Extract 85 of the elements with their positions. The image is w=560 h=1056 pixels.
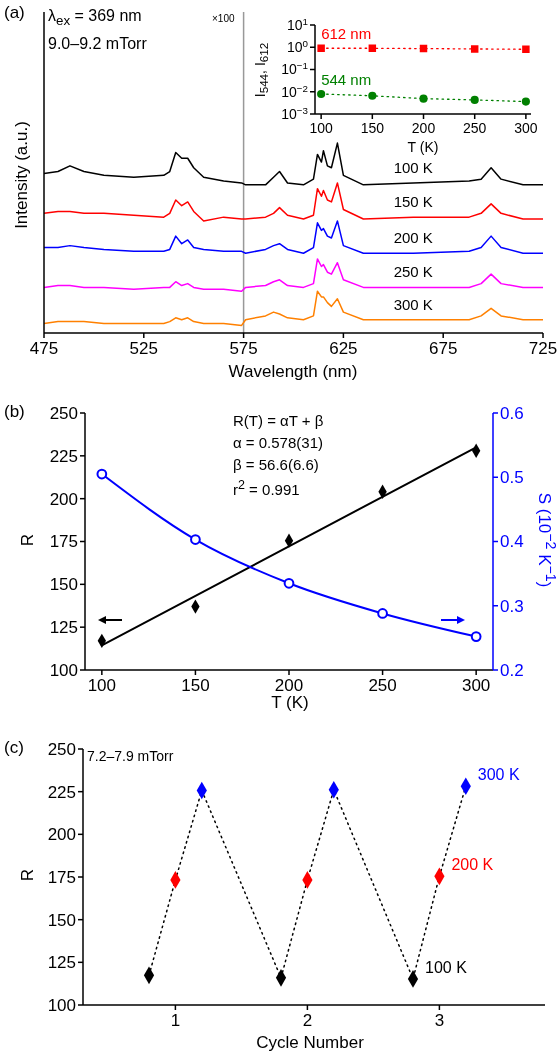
point [470, 95, 479, 104]
text: λ$_{ex}$ = 369 nm [48, 7, 142, 29]
x-tick-label: 725 [528, 339, 558, 359]
y-axis-title: R [17, 868, 38, 882]
series-label: 300 K [393, 295, 433, 313]
y2-tick-label: 0.3 [500, 596, 524, 616]
y-tick-label: 150 [47, 910, 76, 930]
text: (a) [4, 3, 25, 23]
y-tick-label: 250 [49, 403, 78, 423]
y-tick-label: 125 [47, 953, 76, 973]
annotation: 7.2–7.9 mTorr [87, 748, 174, 765]
point [419, 44, 428, 53]
x-axis-title: Wavelength (nm) [228, 361, 358, 382]
y-tick-label: 200 [49, 489, 78, 509]
text: (b) [4, 402, 25, 422]
y-tick-label: 150 [49, 575, 78, 595]
y-tick-label: 200 [47, 825, 76, 845]
text: (c) [4, 738, 24, 758]
y-tick-label: 10$^{−3}$ [281, 104, 309, 122]
y-tick-label: 100 [49, 660, 78, 680]
point [190, 534, 201, 545]
point [470, 631, 482, 642]
x-tick-label: 300 [461, 676, 491, 696]
series-label: 100 K [425, 958, 468, 976]
point [521, 97, 530, 106]
x-axis-title: Cycle Number [256, 1032, 364, 1053]
x-tick-label: 250 [463, 119, 487, 136]
y-tick-label: 175 [47, 867, 76, 887]
x-axis-title: T (K) [271, 692, 309, 713]
point [317, 44, 325, 53]
x-tick-label: 100 [309, 119, 334, 136]
x-tick-label: 1 [170, 1011, 181, 1031]
y-tick-label: 10$^{0}$ [286, 37, 309, 56]
annotation: R(T) = αT + β [233, 412, 324, 430]
y2-tick-label: 0.6 [500, 403, 524, 423]
annotation: α = 0.578(31) [233, 434, 323, 452]
y-tick-label: 125 [49, 618, 78, 638]
series-label: 544 nm [321, 71, 372, 89]
series-label: 250 K [393, 263, 433, 281]
point [522, 45, 530, 54]
series-label: 200 K [393, 229, 433, 247]
y2-tick-label: 0.2 [500, 660, 524, 680]
y-axis-title: R [17, 533, 38, 547]
y-tick-label: 10$^{−2}$ [281, 82, 308, 100]
text: ×100 [212, 13, 235, 24]
y-tick-label: 100 [47, 995, 76, 1015]
series-label: 612 nm [321, 25, 372, 43]
y-tick-label: 10$^{−1}$ [281, 59, 308, 78]
x-tick-label: 625 [329, 339, 358, 359]
x-tick-label: 150 [360, 119, 385, 136]
x-tick-label: 2 [302, 1011, 313, 1031]
point [368, 91, 377, 100]
point [368, 44, 377, 53]
annotation: β = 56.6(6.6) [233, 456, 319, 474]
point [283, 577, 295, 589]
y-tick-label: 175 [49, 532, 78, 552]
point [96, 468, 108, 480]
x-tick-label: 250 [368, 676, 397, 696]
annotation: r$^{2}$ = 0.991 [233, 478, 300, 499]
series-label: 150 K [393, 193, 433, 211]
x-tick-label: 200 [411, 119, 436, 136]
x-tick-label: 675 [429, 339, 458, 359]
series-label: 200 K [451, 856, 494, 874]
x-tick-label: 575 [229, 339, 258, 359]
y-tick-label: 225 [49, 446, 78, 466]
x-tick-label: 100 [87, 676, 117, 696]
point [377, 608, 388, 619]
y-tick-label: 225 [47, 782, 76, 802]
series-label: 300 K [477, 766, 520, 784]
point [419, 94, 428, 103]
y-tick-label: 250 [47, 739, 76, 759]
x-tick-label: 3 [434, 1011, 445, 1031]
y-axis-title: Intensity (a.u.) [11, 121, 32, 229]
y2-tick-label: 0.4 [500, 532, 524, 552]
x-tick-label: 150 [181, 676, 210, 696]
y2-tick-label: 0.5 [500, 468, 524, 488]
point [317, 89, 326, 99]
point [470, 45, 479, 53]
text: 9.0–9.2 mTorr [48, 35, 147, 53]
series-label: 100 K [393, 158, 433, 176]
x-tick-label: 475 [29, 339, 59, 359]
x-axis-title: T (K) [407, 139, 439, 156]
y-tick-label: 10$^{1}$ [286, 15, 308, 33]
x-tick-label: 300 [514, 119, 538, 136]
x-tick-label: 525 [129, 339, 158, 359]
